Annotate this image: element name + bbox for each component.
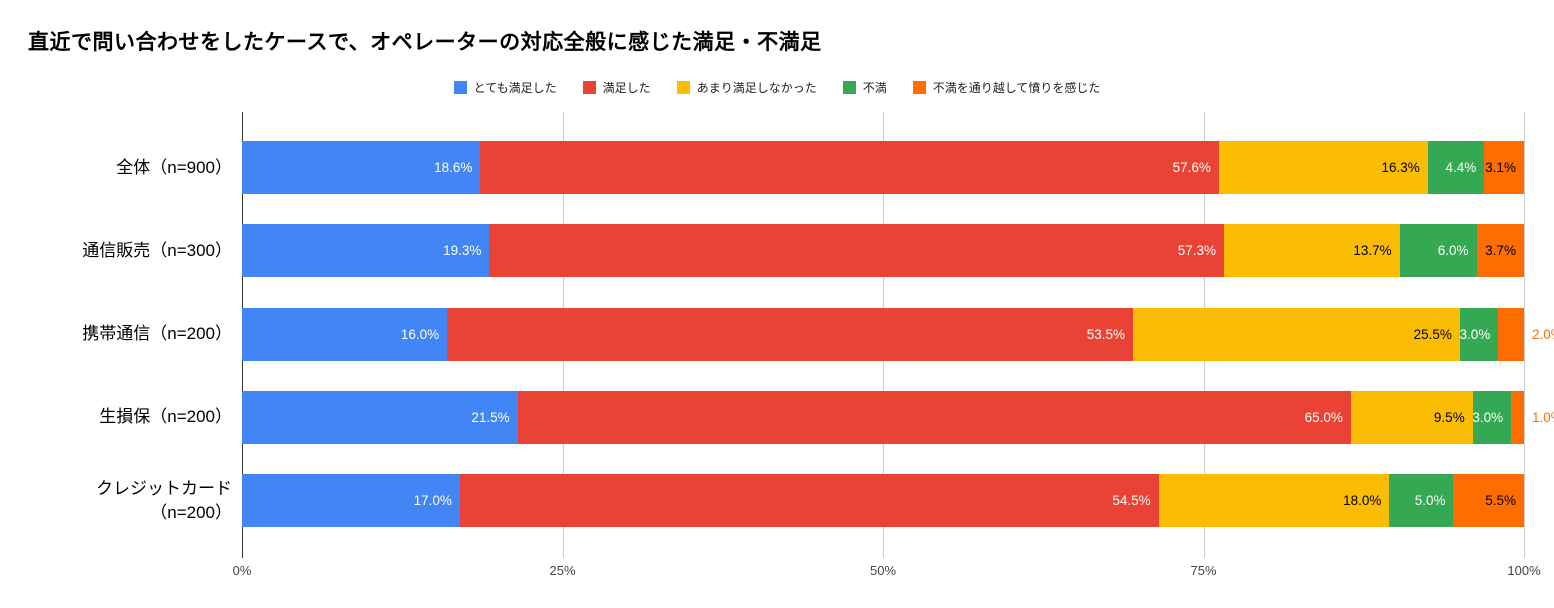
bar-value-label: 13.7%	[1353, 243, 1392, 259]
legend-label: 不満を通り越して憤りを感じた	[932, 81, 1101, 95]
bar-value-label-outside: 1.0%	[1532, 409, 1554, 425]
legend-label: とても満足した	[473, 81, 557, 95]
bar-segment[interactable]	[1511, 390, 1524, 444]
bar-value-label: 16.3%	[1381, 160, 1420, 175]
bar-value-label: 57.6%	[1172, 160, 1211, 175]
category-label: 全体（n=900）	[116, 157, 232, 177]
bar-value-label: 16.0%	[400, 326, 440, 342]
x-axis-tick-label: 25%	[549, 563, 576, 578]
bar-value-label: 57.3%	[1177, 243, 1216, 259]
bar-value-label: 3.0%	[1459, 326, 1491, 342]
bar-segment[interactable]	[1498, 307, 1524, 361]
bar-value-label: 5.5%	[1485, 493, 1516, 508]
legend-color-swatch	[582, 81, 596, 94]
bar-segment[interactable]: 57.3%	[489, 224, 1224, 278]
bar-segment[interactable]: 16.0%	[242, 307, 448, 361]
plot-area: 18.6% 57.6% 16.3% 4.4% 3.1% 19.3% 57.3% 13.7% 6.…	[242, 112, 1554, 558]
bar-value-label: 65.0%	[1304, 409, 1343, 425]
x-axis-tick-label: 75%	[1190, 563, 1217, 578]
x-axis-tick-label: 0%	[232, 563, 252, 578]
bar-segment[interactable]: 65.0%	[517, 390, 1351, 444]
bar-segment[interactable]: 21.5%	[242, 390, 518, 444]
bar-segment[interactable]: 6.0%	[1399, 224, 1477, 278]
bar-value-label: 3.0%	[1472, 409, 1504, 425]
legend-color-swatch	[676, 81, 690, 94]
bar-segment[interactable]: 18.6%	[242, 141, 481, 194]
bar-segment[interactable]: 53.5%	[447, 307, 1133, 361]
bar-segment[interactable]: 17.0%	[242, 474, 460, 527]
bar-value-label: 18.0%	[1343, 493, 1382, 508]
bar-segment[interactable]: 3.0%	[1459, 307, 1499, 361]
chart-title: 直近で問い合わせをしたケースで、オペレーターの対応全般に感じた満足・不満足	[28, 31, 822, 54]
bar-segment[interactable]: 19.3%	[242, 224, 490, 278]
bar-value-label: 21.5%	[471, 409, 510, 425]
legend: とても満足した 満足した あまり満足しなかった 不満 不満を通り越して憤りを感じた	[0, 79, 1554, 96]
bar-segment[interactable]: 25.5%	[1132, 307, 1460, 361]
legend-item: あまり満足しなかった	[676, 79, 817, 96]
bar-segment[interactable]: 5.0%	[1389, 474, 1454, 527]
gridline-100	[1524, 112, 1525, 558]
category-label: 携帯通信（n=200）	[82, 324, 232, 344]
bar-segment[interactable]: 5.5%	[1453, 474, 1524, 527]
legend-label: 満足した	[602, 81, 651, 95]
bar-value-label: 3.7%	[1485, 243, 1516, 259]
bar-row: 16.0% 53.5% 25.5% 3.0%	[242, 307, 1524, 361]
legend-item: 満足した	[582, 79, 651, 96]
bar-value-label: 19.3%	[443, 243, 482, 259]
legend-label: あまり満足しなかった	[696, 81, 817, 95]
bar-value-label: 18.6%	[434, 160, 473, 175]
bar-segment[interactable]: 3.0%	[1472, 390, 1512, 444]
bar-segment[interactable]: 3.7%	[1476, 224, 1524, 278]
bar-value-label: 4.4%	[1445, 160, 1477, 175]
bar-segment[interactable]: 4.4%	[1427, 141, 1485, 194]
bar-segment[interactable]: 57.6%	[480, 141, 1219, 194]
bar-segment[interactable]: 16.3%	[1218, 141, 1428, 194]
bar-value-label: 53.5%	[1086, 326, 1125, 342]
bar-value-label: 25.5%	[1413, 326, 1452, 342]
bar-row: 17.0% 54.5% 18.0% 5.0% 5.5%	[242, 474, 1524, 527]
bar-segment[interactable]: 3.1%	[1484, 141, 1524, 194]
bar-value-label: 54.5%	[1112, 493, 1151, 508]
bar-value-label: 5.0%	[1414, 493, 1446, 508]
x-axis-tick-label: 100%	[1507, 563, 1541, 578]
legend-color-swatch	[912, 81, 926, 94]
bar-value-label: 3.1%	[1485, 160, 1516, 175]
bar-value-label: 6.0%	[1437, 243, 1469, 259]
legend-item: 不満を通り越して憤りを感じた	[912, 79, 1101, 96]
legend-color-swatch	[842, 81, 856, 94]
category-label: 通信販売（n=300）	[82, 240, 232, 260]
legend-color-swatch	[453, 81, 467, 94]
x-axis-tick-label: 50%	[869, 563, 897, 578]
category-label: クレジットカード（n=200）	[96, 478, 232, 522]
bar-value-label-outside: 2.0%	[1532, 326, 1554, 342]
bar-row: 19.3% 57.3% 13.7% 6.0% 3.7%	[242, 224, 1524, 278]
legend-label: 不満	[862, 81, 887, 95]
bar-segment[interactable]: 13.7%	[1224, 224, 1400, 278]
bar-value-label: 9.5%	[1433, 409, 1465, 425]
bar-segment[interactable]: 18.0%	[1158, 474, 1390, 527]
category-label: 生損保（n=200）	[99, 407, 232, 427]
bar-value-label: 17.0%	[413, 493, 452, 508]
legend-item: 不満	[842, 79, 887, 96]
bar-segment[interactable]: 54.5%	[459, 474, 1159, 527]
bar-row: 18.6% 57.6% 16.3% 4.4% 3.1%	[242, 141, 1524, 194]
legend-item: とても満足した	[453, 79, 557, 96]
bar-row: 21.5% 65.0% 9.5% 3.0%	[242, 390, 1524, 444]
bar-segment[interactable]: 9.5%	[1350, 390, 1473, 444]
